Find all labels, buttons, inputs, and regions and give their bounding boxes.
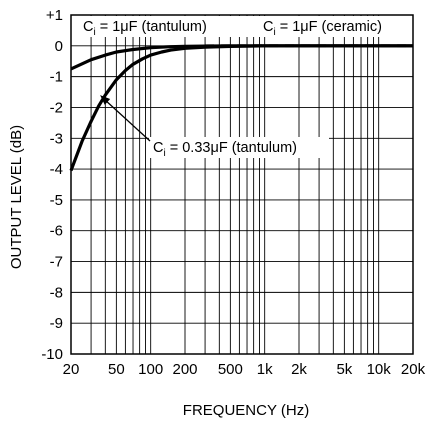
- x-tick-label: 500: [218, 361, 243, 378]
- x-tick-label: 100: [138, 361, 163, 378]
- x-tick-label: 2k: [291, 361, 307, 378]
- y-tick-label: +1: [46, 7, 63, 24]
- y-axis-label: OUTPUT LEVEL (dB): [8, 125, 25, 269]
- y-tick-label: -2: [50, 99, 63, 116]
- y-tick-label: -4: [50, 161, 63, 178]
- y-tick-labels: +1 0 -1 -2 -3 -4 -5 -6 -7 -8 -9 -10: [41, 7, 63, 363]
- x-tick-label: 5k: [336, 361, 352, 378]
- x-tick-label: 10k: [367, 361, 392, 378]
- y-tick-label: -3: [50, 130, 63, 147]
- y-tick-label: 0: [55, 38, 63, 55]
- grid: [71, 15, 413, 354]
- series-line-3: [69, 44, 413, 172]
- annotation-arrowhead: [100, 95, 111, 105]
- y-tick-label: -1: [50, 69, 63, 86]
- y-tick-label: -7: [50, 254, 63, 271]
- annotation-label: Ci = 1μF (ceramic): [263, 19, 382, 38]
- x-tick-label: 20: [63, 361, 80, 378]
- annotations: Ci = 1μF (tantulum) Ci = 1μF (ceramic) Ci …: [80, 16, 411, 159]
- x-axis-label: FREQUENCY (Hz): [183, 402, 309, 419]
- y-tick-label: -6: [50, 223, 63, 240]
- y-tick-label: -5: [50, 192, 63, 209]
- plot-frame: [70, 14, 414, 355]
- annotation-background: [259, 16, 411, 37]
- x-tick-labels: 20 50 100 200 500 1k 2k 5k 10k 20k: [63, 361, 426, 378]
- annotation-arrow-line: [103, 98, 151, 142]
- annotation-background: [80, 16, 256, 37]
- annotation-label: Ci = 0.33μF (tantulum): [153, 140, 297, 159]
- series-line-1: [70, 44, 413, 71]
- x-tick-label: 1k: [257, 361, 273, 378]
- curves: [69, 44, 413, 172]
- y-tick-label: -9: [50, 315, 63, 332]
- annotation-background: [149, 137, 329, 158]
- y-tick-label: -8: [50, 284, 63, 301]
- x-tick-label: 200: [172, 361, 197, 378]
- y-tick-label: -10: [41, 346, 63, 363]
- x-tick-label: 20k: [401, 361, 426, 378]
- annotation-label: Ci = 1μF (tantulum): [83, 19, 207, 38]
- x-tick-label: 50: [108, 361, 125, 378]
